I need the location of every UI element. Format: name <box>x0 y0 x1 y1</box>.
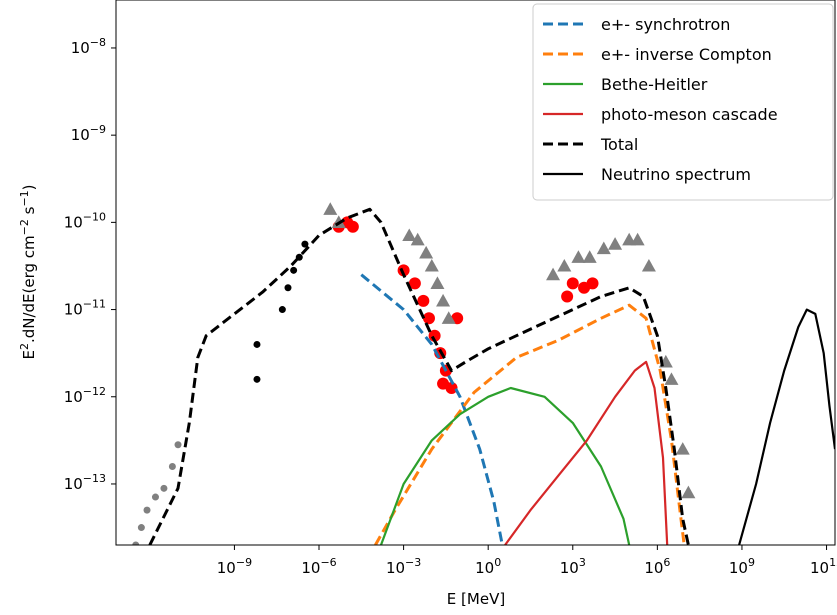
observation-point <box>301 240 309 248</box>
x-tick-label: 109 <box>729 556 755 577</box>
observation-point <box>417 294 430 307</box>
observation-point <box>160 484 168 492</box>
observation-point <box>143 506 151 514</box>
observation-point <box>582 250 597 263</box>
observation-point <box>546 267 561 281</box>
series-line-2 <box>379 386 631 545</box>
observation-group-3 <box>323 202 696 499</box>
observation-point <box>630 232 645 246</box>
observation-point <box>675 442 690 455</box>
x-tick-label: 10−9 <box>217 556 252 577</box>
observation-point <box>168 463 176 471</box>
legend-label: e+- synchrotron <box>601 15 730 34</box>
y-tick-label: 10−8 <box>71 36 106 57</box>
y-tick-label: 10−11 <box>64 298 106 319</box>
legend-label: Neutrino spectrum <box>601 165 751 184</box>
legend: e+- synchrotron e+- inverse Compton Bethe-… <box>532 3 834 201</box>
observation-group-1 <box>253 240 309 383</box>
observation-point <box>402 228 417 242</box>
observation-point <box>424 258 439 272</box>
x-tick-label: 1012 <box>810 556 837 577</box>
y-tick-label: 10−13 <box>64 472 106 493</box>
observation-group-0 <box>132 441 182 545</box>
observation-point <box>566 277 579 290</box>
observation-point <box>681 485 696 499</box>
series-line-4 <box>148 207 690 545</box>
observation-point <box>445 382 458 395</box>
x-tick-label: 106 <box>644 556 670 577</box>
observation-point <box>596 241 611 255</box>
y-tick-label: 10−10 <box>64 210 106 231</box>
observation-point <box>436 293 451 307</box>
observation-point <box>586 277 599 290</box>
plot-frame <box>115 0 836 546</box>
observation-point <box>641 258 656 272</box>
observation-point <box>428 329 441 342</box>
observation-point <box>290 266 298 274</box>
observation-point <box>174 441 182 449</box>
y-tick-label: 10−9 <box>71 123 106 144</box>
observation-point <box>422 312 435 325</box>
observation-point <box>253 375 261 383</box>
legend-box <box>532 3 834 201</box>
observation-point <box>561 290 574 303</box>
series-line-1 <box>374 303 686 545</box>
x-tick-label: 103 <box>560 556 586 577</box>
plot-area <box>132 202 835 545</box>
x-tick-label: 10−6 <box>301 556 336 577</box>
observation-point <box>408 277 421 290</box>
observation-point <box>557 258 572 272</box>
observation-point <box>323 202 338 215</box>
observation-group-2 <box>332 216 599 395</box>
y-tick-label: 10−12 <box>64 385 106 406</box>
observation-point <box>430 276 445 289</box>
legend-label: e+- inverse Compton <box>601 45 772 64</box>
series-line-5 <box>738 308 835 545</box>
legend-label: Total <box>600 135 638 154</box>
y-axis-title: E2.dN/dE(erg cm−2 s−1) <box>18 184 38 359</box>
observation-point <box>137 524 145 532</box>
legend-label: Bethe-Heitler <box>601 75 708 94</box>
observation-point <box>253 340 261 348</box>
legend-label: photo-meson cascade <box>601 105 778 124</box>
y-axis: 10−8 10−9 10−10 10−11 10−12 10−13 <box>64 36 116 493</box>
series-line-0 <box>360 273 504 545</box>
observation-point <box>346 220 359 233</box>
x-axis: 10−9 10−6 10−3 100 103 106 109 1012 <box>217 545 837 577</box>
x-axis-title: E [MeV] <box>447 590 505 608</box>
observation-point <box>132 541 140 545</box>
observation-point <box>419 245 434 259</box>
x-tick-label: 100 <box>475 556 501 577</box>
observation-point <box>441 311 456 324</box>
observation-point <box>664 372 679 385</box>
observation-point <box>608 237 623 250</box>
observation-point <box>278 306 286 314</box>
x-tick-label: 10−3 <box>386 556 421 577</box>
observation-point <box>410 232 425 246</box>
observation-point <box>284 284 292 292</box>
observation-point <box>571 250 586 263</box>
series-line-3 <box>504 360 669 545</box>
observation-point <box>397 264 410 277</box>
observation-point <box>151 493 159 501</box>
